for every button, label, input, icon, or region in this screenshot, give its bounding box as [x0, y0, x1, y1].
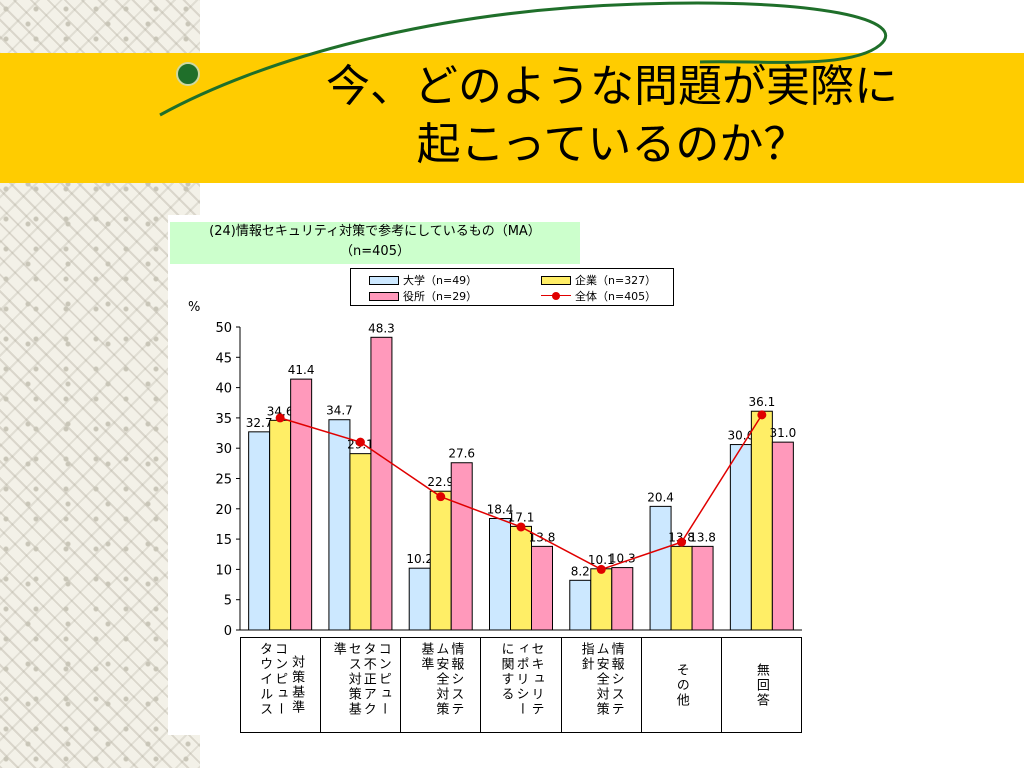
bar-value-label: 48.3 — [368, 321, 395, 335]
bar-1-4 — [590, 568, 613, 631]
bar-0-5 — [649, 505, 672, 631]
bar-value-label: 31.0 — [769, 426, 796, 440]
legend-swatch-corp — [541, 275, 571, 285]
chart-legend: 大学（n=49） 企業（n=327） 役所（n=29） 全体（n=405） — [350, 268, 674, 306]
bar-2-5 — [691, 545, 714, 631]
slide-title: 今、どのような問題が実際に 起こっているのか？ — [200, 58, 1024, 174]
bar-value-label: 27.6 — [448, 447, 475, 461]
category-label: 対策基準 — [289, 655, 305, 715]
bar-0-0 — [248, 431, 271, 631]
category-table: コンピュータウイルス 対策基準 コンピュータ不正アクセス対策基準 情報システム安全対策… — [240, 637, 802, 733]
bar-2-2 — [450, 462, 473, 631]
bar-value-label: 10.1 — [588, 553, 615, 567]
category-label: セキュリティポリシーに関する — [498, 642, 544, 717]
legend-swatch-gov — [369, 291, 399, 301]
slide-title-line1: 今、どのような問題が実際に — [326, 61, 898, 112]
bar-0-4 — [569, 579, 592, 631]
legend-label-gov: 役所（n=29） — [403, 290, 478, 303]
category-cell-2: 情報システム安全対策基準 — [401, 637, 482, 733]
bar-value-label: 13.8 — [689, 530, 716, 544]
bar-value-label: 34.6 — [267, 404, 294, 418]
bar-1-5 — [670, 545, 693, 631]
legend-label-corp: 企業（n=327） — [575, 274, 657, 287]
category-cell-0: コンピュータウイルス 対策基準 — [240, 637, 322, 733]
bar-2-0 — [290, 378, 313, 631]
y-tick-label: 50 — [215, 321, 232, 336]
bar-1-1 — [349, 453, 372, 631]
bar-value-label: 8.2 — [571, 564, 590, 578]
bar-1-2 — [429, 490, 452, 631]
bar-0-2 — [408, 567, 431, 631]
chart-title: (24)情報セキュリティ対策で参考にしているもの（MA） （n=405） — [170, 222, 580, 264]
bar-2-1 — [370, 336, 393, 631]
chart-title-line1: (24)情報セキュリティ対策で参考にしているもの（MA） — [209, 224, 541, 239]
y-tick-label: 35 — [215, 412, 232, 427]
bar-value-label: 20.4 — [647, 490, 674, 504]
bar-2-4 — [611, 567, 634, 631]
category-label: コンピュータ不正アクセス対策基準 — [330, 642, 391, 717]
y-axis-unit: % — [188, 300, 201, 315]
line-point-4 — [596, 564, 606, 574]
legend-label-univ: 大学（n=49） — [403, 274, 478, 287]
category-cell-4: 情報システム安全対策指針 — [561, 637, 642, 733]
y-tick-label: 20 — [215, 503, 232, 518]
legend-item-corp: 企業（n=327） — [541, 272, 656, 288]
bar-2-6 — [771, 441, 794, 631]
category-cell-5: その他 — [641, 637, 722, 733]
category-label: 情報システム安全対策指針 — [578, 642, 624, 717]
bar-value-label: 32.7 — [246, 416, 273, 430]
line-point-6 — [757, 410, 767, 420]
bar-1-6 — [750, 410, 773, 631]
y-tick-label: 40 — [215, 382, 232, 397]
bar-value-label: 10.3 — [609, 552, 636, 566]
bar-value-label: 41.4 — [288, 363, 315, 377]
bar-0-3 — [489, 517, 511, 631]
category-label: その他 — [673, 662, 689, 708]
bar-value-label: 34.7 — [326, 404, 353, 418]
y-tick-label: 15 — [215, 533, 232, 548]
line-point-1 — [355, 437, 365, 447]
category-label: 無回答 — [753, 662, 769, 708]
legend-item-gov: 役所（n=29） — [369, 288, 477, 304]
line-point-5 — [677, 537, 687, 547]
y-tick-label: 0 — [224, 624, 232, 639]
legend-swatch-univ — [369, 275, 399, 285]
legend-line-all — [541, 292, 571, 300]
chart-title-line2: （n=405） — [340, 244, 410, 259]
category-label: 情報システム安全対策基準 — [418, 642, 464, 717]
bar-value-label: 17.1 — [508, 510, 535, 524]
bar-0-6 — [729, 444, 752, 631]
bar-value-label: 30.6 — [727, 429, 754, 443]
bar-value-label: 10.2 — [406, 552, 433, 566]
y-tick-label: 10 — [215, 563, 232, 578]
category-cell-1: コンピュータ不正アクセス対策基準 — [321, 637, 402, 733]
y-tick-label: 30 — [215, 442, 232, 457]
category-cell-3: セキュリティポリシーに関する — [481, 637, 562, 733]
line-point-3 — [516, 522, 526, 532]
bar-2-3 — [531, 545, 553, 631]
bar-value-label: 18.4 — [487, 502, 514, 516]
category-label: コンピュータウイルス — [257, 642, 288, 717]
y-tick-label: 45 — [215, 351, 232, 366]
category-cell-6: 無回答 — [721, 637, 802, 733]
bar-value-label: 36.1 — [748, 395, 775, 409]
line-point-2 — [436, 492, 446, 502]
slide-title-line2: 起こっているのか？ — [416, 119, 808, 170]
legend-item-univ: 大学（n=49） — [369, 272, 477, 288]
bar-1-0 — [269, 419, 292, 631]
legend-item-all: 全体（n=405） — [541, 288, 656, 304]
bar-value-label: 22.9 — [427, 475, 454, 489]
bar-value-label: 13.8 — [668, 530, 695, 544]
y-tick-label: 25 — [215, 473, 232, 488]
legend-label-all: 全体（n=405） — [575, 290, 657, 303]
y-tick-label: 5 — [224, 594, 232, 609]
line-point-0 — [275, 413, 285, 423]
bullet-icon — [176, 62, 200, 86]
